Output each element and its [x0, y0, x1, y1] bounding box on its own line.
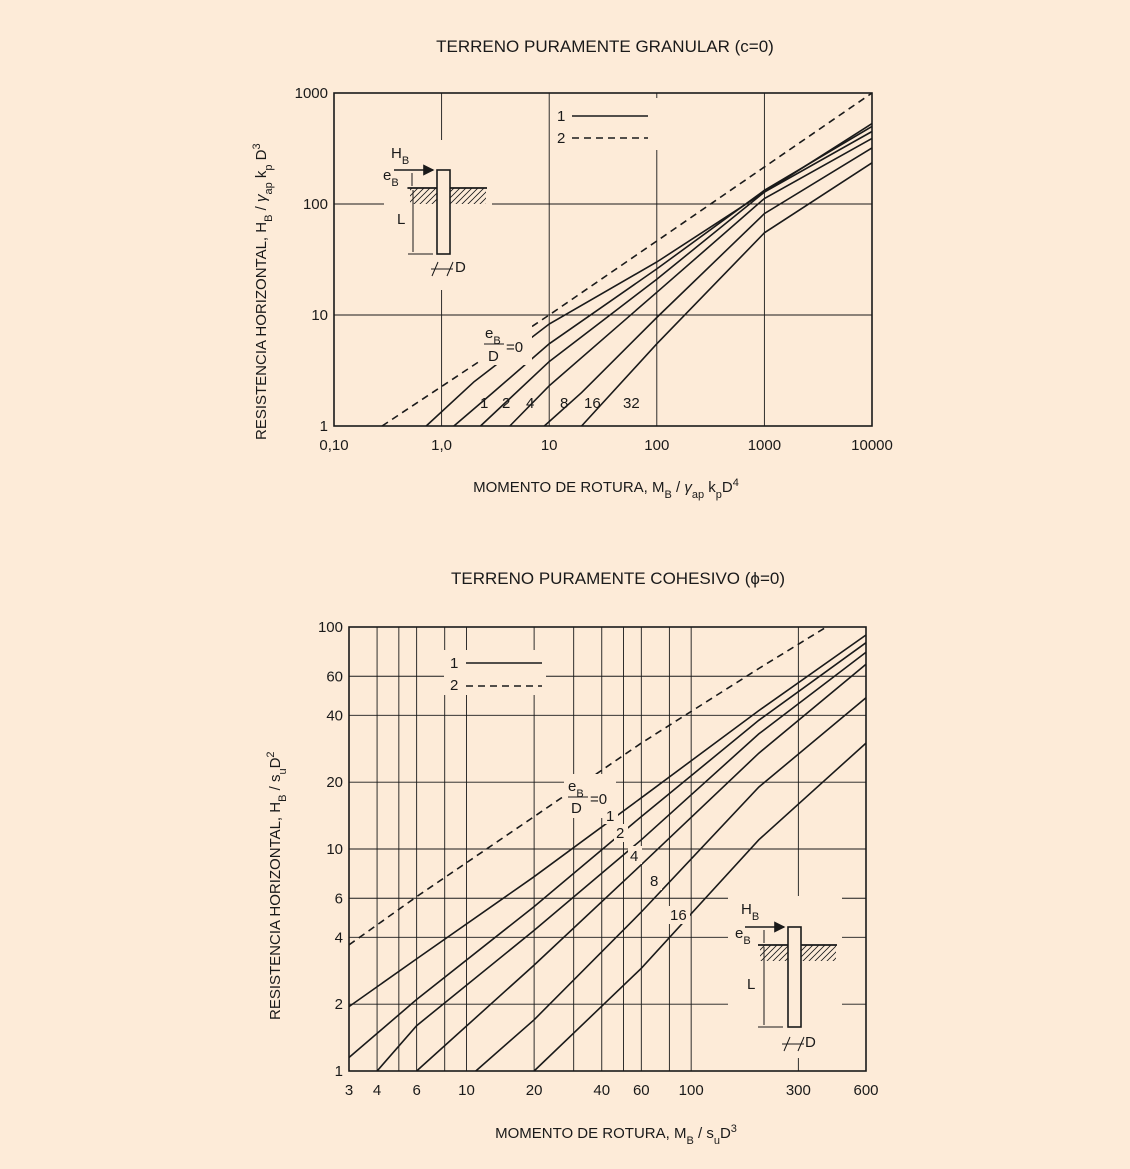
y-tick-label: 100: [318, 619, 343, 636]
x-tick-label: 10: [458, 1082, 475, 1099]
x-tick-label: 6: [412, 1082, 420, 1099]
x-tick-label: 100: [679, 1082, 704, 1099]
series-curve-eb-16: [533, 742, 867, 1072]
curve-parameter-label-granular: eB D =0: [480, 323, 532, 365]
legend-label-1: 1: [557, 108, 565, 125]
x-tick-label: 10000: [851, 437, 893, 454]
y-tick-label: 1000: [295, 85, 328, 102]
granular-chart: TERRENO PURAMENTE GRANULAR (c=0) 0,10 1,0…: [251, 37, 893, 501]
y-axis-label-cohesive: RESISTENCIA HORIZONTAL, HB / suD2: [265, 751, 289, 1020]
x-tick-label: 20: [526, 1082, 543, 1099]
curve-label: 8: [650, 873, 658, 890]
y-tick-label: 10: [311, 307, 328, 324]
legend-label-2: 2: [557, 130, 565, 147]
x-tick-label: 10: [541, 437, 558, 454]
x-tick-label: 1,0: [431, 437, 452, 454]
eb-over-d-denominator: D: [488, 348, 499, 365]
series-curve-eb-8: [543, 147, 873, 427]
pile-diagram-cohesive: HB eB L D: [728, 896, 842, 1058]
x-tick-label: 100: [644, 437, 669, 454]
y-tick-label: 1: [320, 418, 328, 435]
x-tick-label: 300: [786, 1082, 811, 1099]
x-tick-label: 0,10: [319, 437, 348, 454]
curve-label: 4: [630, 848, 638, 865]
series-curve-eb-2: [479, 130, 873, 427]
pile-shape: [787, 926, 802, 1028]
curve-label: 16: [584, 395, 601, 412]
x-tick-label: 1000: [748, 437, 781, 454]
y-tick-label: 60: [326, 668, 343, 685]
d-label: D: [455, 259, 466, 276]
y-tick-label: 4: [335, 929, 343, 946]
chart-title-cohesive: TERRENO PURAMENTE COHESIVO (ϕ=0): [451, 569, 785, 588]
series-curve-eb-1: [453, 125, 873, 427]
y-tick-label: 6: [335, 890, 343, 907]
l-label: L: [397, 211, 405, 228]
y-axis-label-granular: RESISTENCIA HORIZONTAL, HB / γap kp D3: [251, 143, 275, 440]
series-curve-dashed: [381, 92, 873, 427]
legend-granular: 1 2: [552, 98, 660, 150]
series-curve-eb-1: [348, 642, 867, 1059]
curve-label: 16: [670, 907, 687, 924]
curve-label: 2: [616, 825, 624, 842]
series-curve-eb-16: [581, 162, 873, 427]
y-tick-label: 100: [303, 196, 328, 213]
curve-label: 32: [623, 395, 640, 412]
legend-label-2: 2: [450, 677, 458, 694]
curve-parameter-label-cohesive: eB D =0: [564, 774, 616, 818]
x-tick-label: 40: [593, 1082, 610, 1099]
eb-over-d-equals: =0: [506, 339, 523, 356]
curve-label: 4: [526, 395, 534, 412]
y-tick-label: 1: [335, 1063, 343, 1080]
l-label: L: [747, 976, 755, 993]
x-axis-label-cohesive: MOMENTO DE ROTURA, MB / suD3: [495, 1123, 737, 1147]
x-axis-label-granular: MOMENTO DE ROTURA, MB / γap kpD4: [473, 477, 739, 501]
curve-label: 1: [606, 808, 614, 825]
chart-title-granular: TERRENO PURAMENTE GRANULAR (c=0): [436, 37, 774, 56]
d-label: D: [805, 1034, 816, 1051]
x-tick-label: 3: [345, 1082, 353, 1099]
curve-end-labels-granular: 1 2 4 8 16 32: [480, 395, 640, 412]
series-curve-eb-0: [348, 634, 867, 1008]
curve-label: 1: [480, 395, 488, 412]
y-tick-label: 2: [335, 996, 343, 1013]
y-tick-label: 40: [326, 707, 343, 724]
eb-over-d-denominator: D: [571, 800, 582, 817]
series-curve-eb-0: [425, 122, 873, 427]
x-tick-label: 60: [633, 1082, 650, 1099]
legend-label-1: 1: [450, 655, 458, 672]
x-tick-label: 600: [853, 1082, 878, 1099]
series-curve-eb-2: [376, 651, 867, 1072]
curve-end-labels-cohesive: 1 2 4 8 16: [604, 806, 690, 924]
series-curve-eb-4: [509, 137, 873, 427]
x-tick-label: 4: [373, 1082, 381, 1099]
y-tick-label: 20: [326, 774, 343, 791]
eb-over-d-equals: =0: [590, 791, 607, 808]
pile-diagram-granular: HB eB L D: [383, 140, 492, 290]
cohesive-chart: TERRENO PURAMENTE COHESIVO (ϕ=0) 3 4 6 10 20…: [265, 569, 879, 1147]
series-curve-eb-4: [416, 663, 867, 1072]
y-tick-label: 10: [326, 841, 343, 858]
legend-cohesive: 1 2: [444, 650, 546, 695]
series-curve-eb-8: [475, 697, 867, 1072]
pile-shape: [436, 169, 451, 255]
curve-label: 8: [560, 395, 568, 412]
curve-label: 2: [502, 395, 510, 412]
